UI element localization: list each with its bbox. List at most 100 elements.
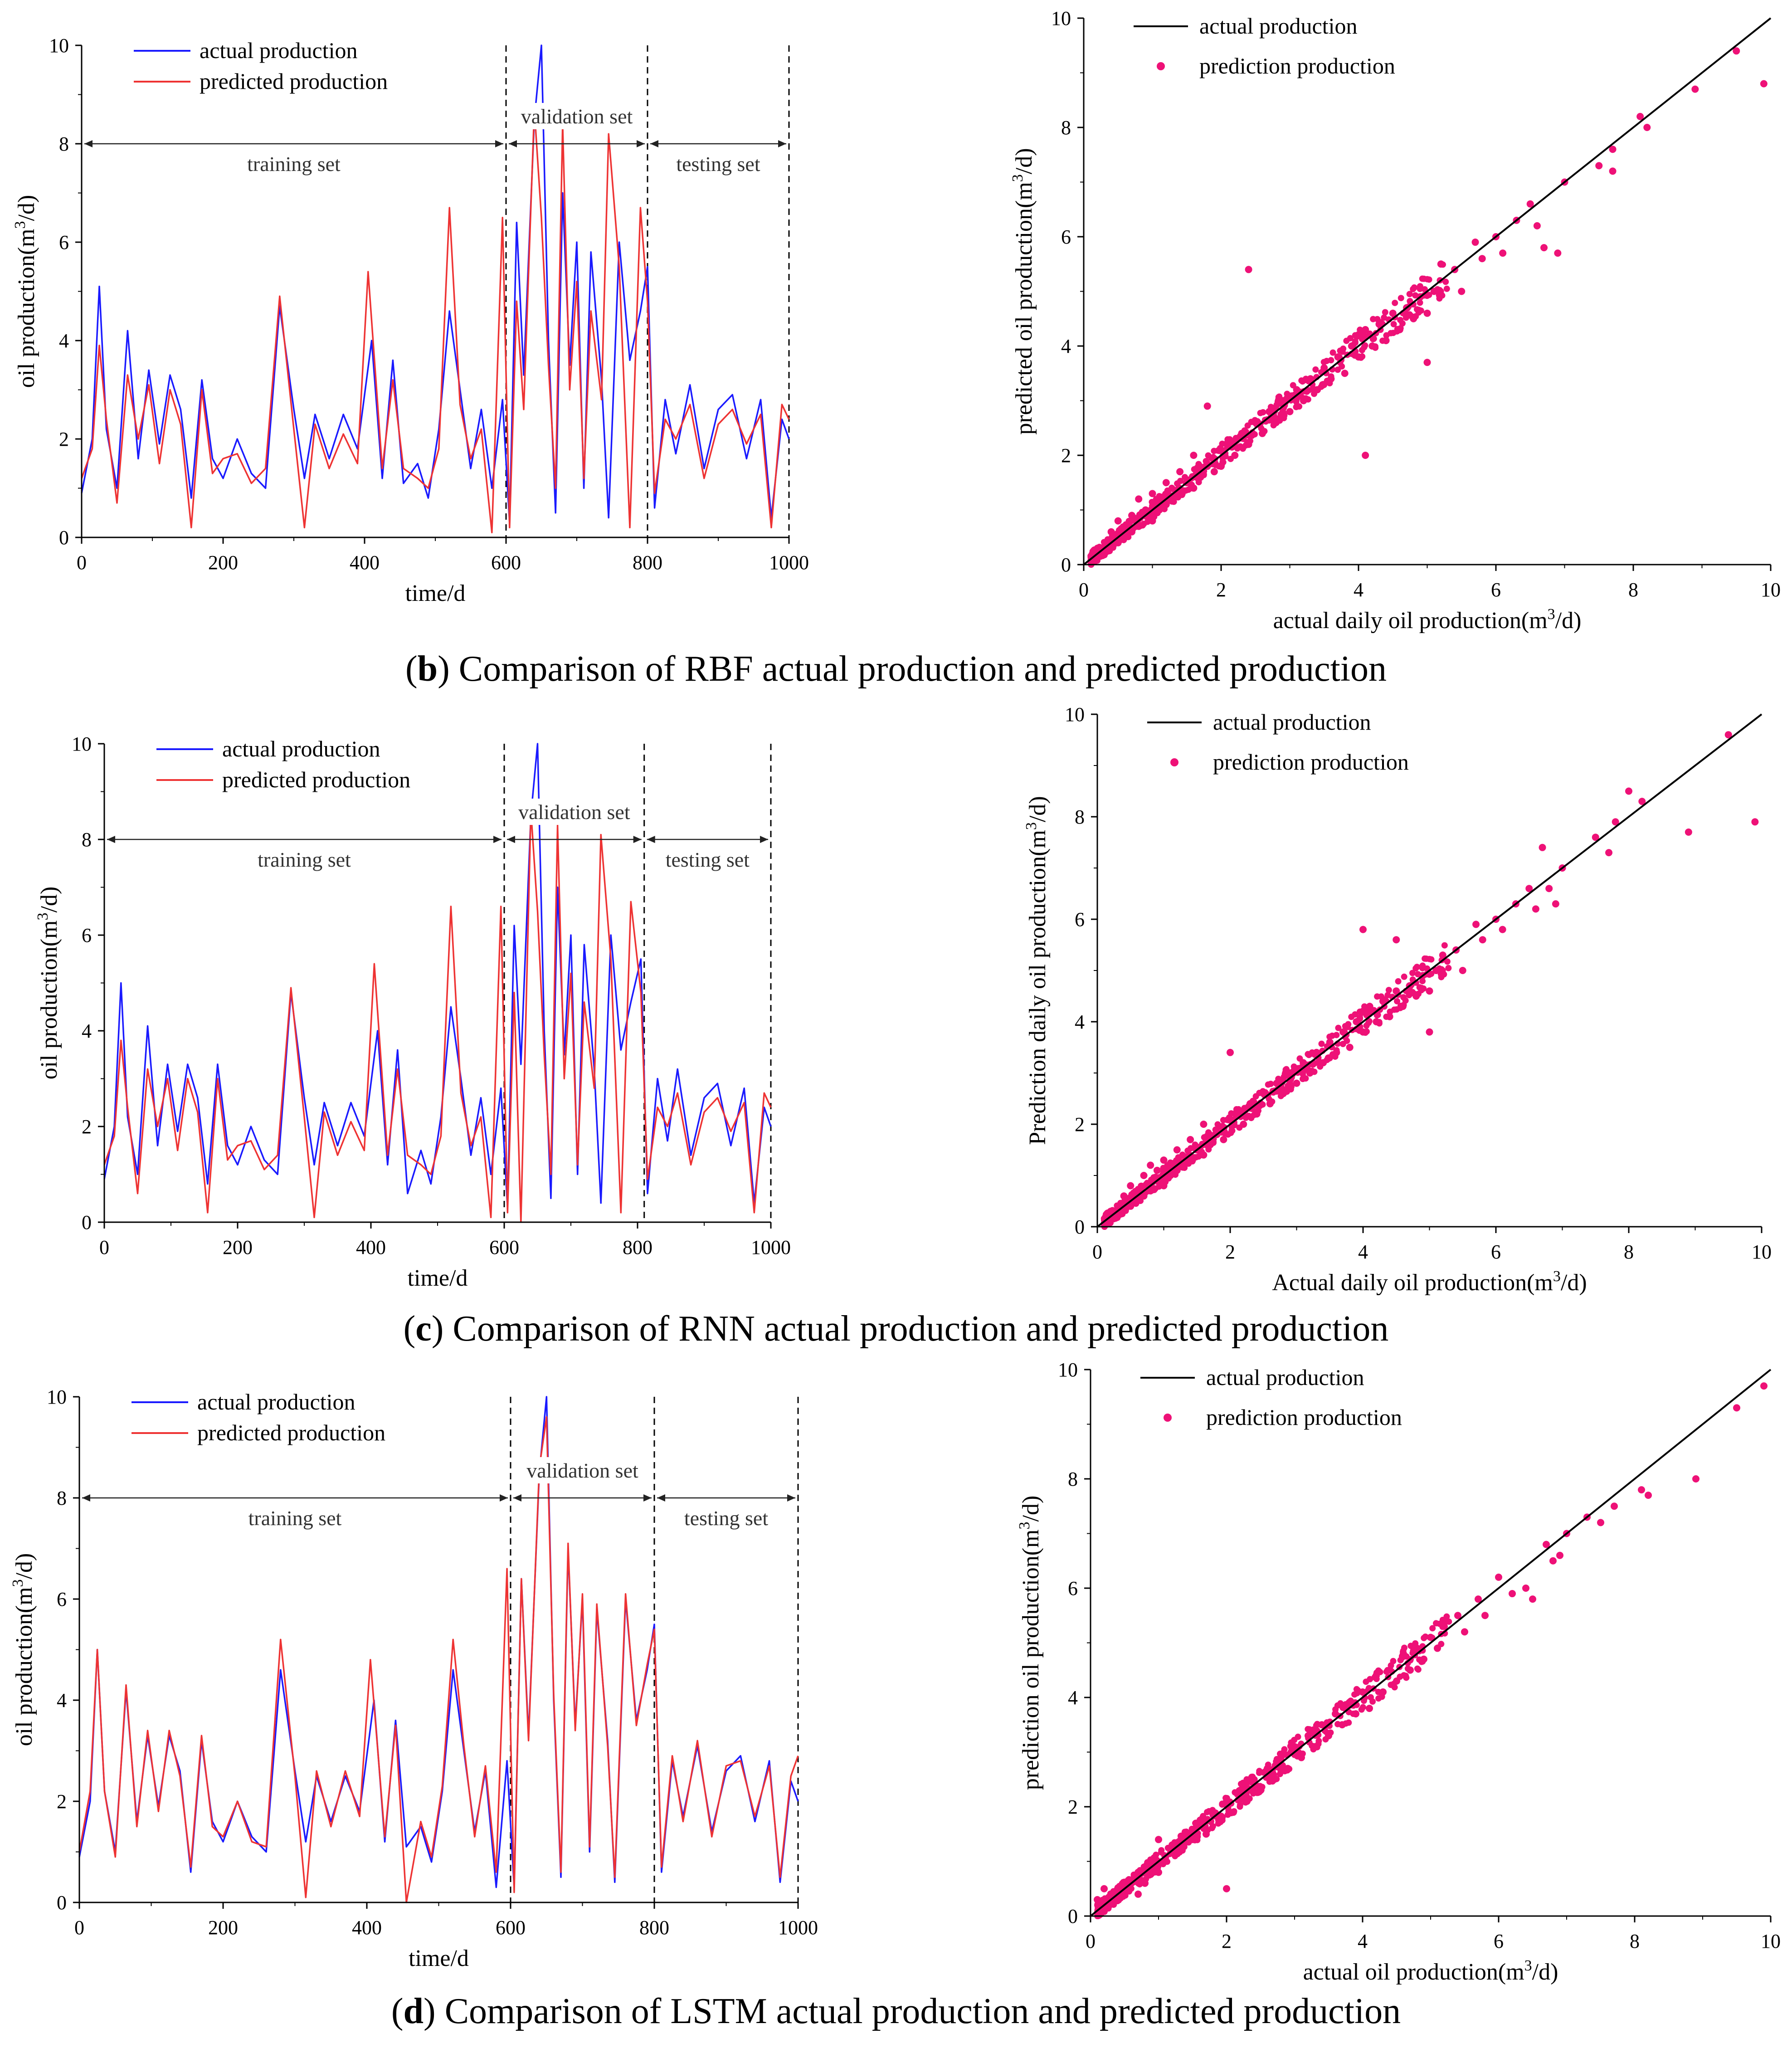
scatter-point <box>1160 1156 1168 1164</box>
scatter-point <box>1383 1668 1390 1675</box>
scatter-point <box>1203 402 1211 410</box>
y-tick-label: 4 <box>59 330 69 352</box>
scatter-point <box>1382 309 1388 316</box>
scatter-point <box>1409 970 1416 976</box>
scatter-point <box>1342 1023 1349 1029</box>
x-axis-label: Actual daily oil production(m3/d) <box>1272 1268 1587 1296</box>
y-tick-label: 0 <box>59 527 69 549</box>
scatter-point <box>1275 394 1282 400</box>
scatter-point <box>1290 382 1296 389</box>
x-tick-label: 800 <box>639 1916 669 1939</box>
scatter-point <box>1200 1121 1208 1128</box>
scatter-point <box>1413 306 1420 313</box>
scatter-point <box>1381 314 1388 321</box>
x-tick-label: 400 <box>352 1916 382 1939</box>
y-tick-label: 8 <box>59 133 69 155</box>
scatter-point <box>1135 495 1143 503</box>
reference-line <box>1096 713 1763 1228</box>
scatter-point <box>1247 438 1254 444</box>
scatter-point <box>1185 1839 1192 1846</box>
scatter-point <box>1199 1814 1206 1821</box>
scatter-point <box>1114 538 1121 545</box>
region-arrowhead-right <box>495 140 503 147</box>
scatter-point <box>1225 442 1232 449</box>
scatter-point <box>1625 787 1632 795</box>
scatter-point <box>1499 926 1506 933</box>
y-tick-label: 0 <box>57 1892 67 1914</box>
scatter-point <box>1394 998 1401 1005</box>
scatter-point <box>1182 474 1188 481</box>
scatter-point <box>1197 1820 1203 1827</box>
scatter-point <box>1170 1160 1177 1166</box>
scatter-point <box>1529 1595 1536 1603</box>
scatter-point <box>1408 313 1415 320</box>
scatter-point <box>1224 1811 1231 1818</box>
scatter-point <box>1363 1022 1370 1029</box>
scatter-point <box>1352 1011 1359 1018</box>
scatter-point <box>1231 1808 1237 1815</box>
scatter-point <box>1217 1123 1224 1130</box>
scatter-point <box>1426 292 1432 298</box>
scatter-point <box>1391 1006 1398 1013</box>
scatter-point <box>1251 1112 1257 1118</box>
scatter-point <box>1179 1151 1186 1158</box>
predicted-production-line <box>103 809 772 1223</box>
y-tick-label: 2 <box>82 1116 92 1138</box>
scatter-point <box>1359 347 1365 354</box>
scatter-point <box>1350 1711 1357 1717</box>
y-tick-label: 6 <box>1061 226 1071 248</box>
scatter-point <box>1426 956 1433 962</box>
region-label: training set <box>258 848 351 871</box>
scatter-point <box>1260 409 1266 416</box>
scatter-point <box>1284 395 1290 401</box>
region-arrowhead-left <box>82 1494 90 1502</box>
scatter-point <box>1277 411 1284 418</box>
scatter-point <box>1121 1878 1128 1885</box>
scatter-point <box>1317 1063 1324 1070</box>
scatter-point <box>1611 1502 1618 1510</box>
scatter-point <box>1159 493 1165 500</box>
scatter-point <box>1346 1044 1354 1051</box>
scatter-point <box>1302 395 1309 402</box>
scatter-point <box>1442 278 1449 285</box>
rnn-scatter-chart: 0 2 4 6 8 10 0 2 4 6 8 10 Actual daily oil productio… <box>1023 703 1772 1296</box>
region-label: validation set <box>526 1459 638 1482</box>
scatter-point <box>1540 244 1548 252</box>
scatter-point <box>1760 1382 1768 1390</box>
x-tick-label: 0 <box>1086 1930 1096 1952</box>
scatter-point <box>1136 1196 1143 1203</box>
scatter-point <box>1334 1721 1341 1727</box>
x-tick-label: 400 <box>356 1236 386 1258</box>
scatter-point <box>1685 828 1692 836</box>
scatter-point <box>1414 1665 1421 1672</box>
y-axis-label: predicted oil production(m3/d) <box>1009 148 1037 434</box>
scatter-point <box>1609 146 1617 153</box>
scatter-point <box>1643 124 1651 131</box>
scatter-point <box>1471 239 1479 246</box>
legend-label: predicted production <box>222 767 410 792</box>
scatter-point <box>1267 404 1274 410</box>
scatter-point <box>1370 335 1377 342</box>
scatter-point <box>1125 518 1132 525</box>
scatter-point <box>1359 926 1367 933</box>
scatter-point <box>1187 1136 1194 1143</box>
scatter-point <box>1181 1163 1188 1170</box>
scatter-point <box>1724 731 1732 739</box>
region-arrowhead-right <box>760 836 768 843</box>
y-tick-label: 2 <box>57 1790 67 1813</box>
scatter-point <box>1347 1702 1354 1709</box>
scatter-point <box>1333 1047 1340 1053</box>
scatter-point <box>1439 261 1446 268</box>
scatter-point <box>1153 1166 1161 1174</box>
x-tick-label: 200 <box>208 1916 238 1939</box>
scatter-point <box>1443 285 1450 292</box>
scatter-point <box>1400 1002 1407 1009</box>
scatter-point <box>1597 1519 1604 1526</box>
x-axis-label: actual daily oil production(m3/d) <box>1273 606 1582 634</box>
scatter-point <box>1283 1073 1290 1079</box>
y-axis-label: oil production(m3/d) <box>34 887 62 1080</box>
region-arrowhead-left <box>650 140 658 147</box>
x-tick-label: 600 <box>496 1916 526 1939</box>
scatter-point <box>1454 1612 1461 1619</box>
